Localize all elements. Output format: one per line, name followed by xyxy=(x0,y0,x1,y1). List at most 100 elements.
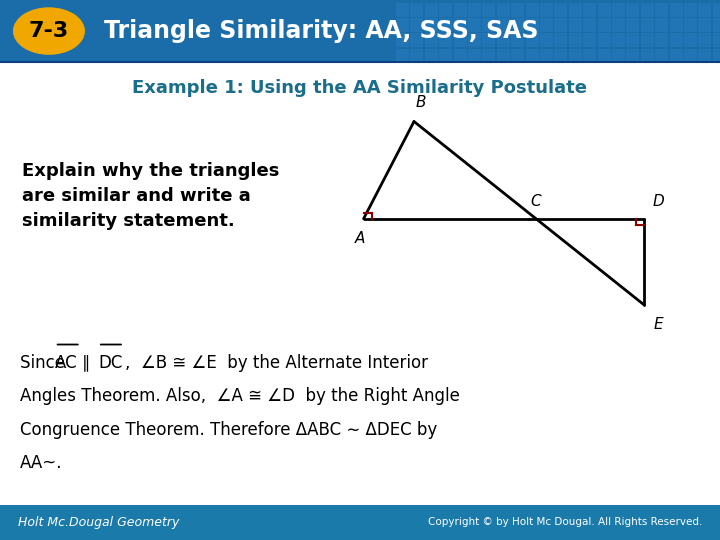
Bar xyxy=(554,18,567,32)
Bar xyxy=(526,3,539,17)
Bar xyxy=(598,33,611,47)
Bar xyxy=(684,49,697,62)
Bar xyxy=(655,3,668,17)
Bar xyxy=(670,33,683,47)
Bar xyxy=(454,33,467,47)
Bar xyxy=(468,18,481,32)
Bar xyxy=(626,3,639,17)
Bar xyxy=(698,3,711,17)
Bar xyxy=(482,49,495,62)
Bar xyxy=(612,18,625,32)
Text: Copyright © by Holt Mc Dougal. All Rights Reserved.: Copyright © by Holt Mc Dougal. All Right… xyxy=(428,517,702,528)
Bar xyxy=(655,18,668,32)
Bar xyxy=(439,33,452,47)
Bar xyxy=(626,33,639,47)
Bar xyxy=(713,33,720,47)
Bar xyxy=(655,49,668,62)
Bar xyxy=(569,18,582,32)
Bar xyxy=(396,18,409,32)
Text: Holt Mc.Dougal Geometry: Holt Mc.Dougal Geometry xyxy=(18,516,179,529)
Bar xyxy=(684,33,697,47)
Bar xyxy=(612,33,625,47)
Text: ∥: ∥ xyxy=(82,354,91,372)
Bar xyxy=(439,18,452,32)
Bar xyxy=(698,49,711,62)
Bar xyxy=(497,3,510,17)
Bar xyxy=(0,0,720,62)
Text: ,  ∠B ≅ ∠E  by the Alternate Interior: , ∠B ≅ ∠E by the Alternate Interior xyxy=(125,354,428,372)
Text: Since: Since xyxy=(20,354,71,372)
Bar xyxy=(526,18,539,32)
Text: Angles Theorem. Also,  ∠A ≅ ∠D  by the Right Angle: Angles Theorem. Also, ∠A ≅ ∠D by the Rig… xyxy=(20,387,460,405)
Bar xyxy=(396,49,409,62)
Bar xyxy=(439,49,452,62)
Text: D: D xyxy=(653,194,665,209)
Bar xyxy=(569,33,582,47)
Bar xyxy=(540,33,553,47)
Bar xyxy=(511,33,524,47)
Text: C: C xyxy=(531,194,541,209)
Bar xyxy=(569,49,582,62)
Bar xyxy=(670,3,683,17)
Bar xyxy=(454,49,467,62)
Bar xyxy=(583,18,596,32)
Bar xyxy=(698,33,711,47)
Bar xyxy=(670,18,683,32)
Bar xyxy=(713,49,720,62)
Text: E: E xyxy=(654,317,664,332)
Bar xyxy=(439,3,452,17)
Bar xyxy=(454,18,467,32)
Bar xyxy=(641,49,654,62)
Bar xyxy=(554,49,567,62)
Bar xyxy=(598,18,611,32)
Bar xyxy=(540,18,553,32)
Bar xyxy=(540,49,553,62)
Text: Triangle Similarity: AA, SSS, SAS: Triangle Similarity: AA, SSS, SAS xyxy=(104,19,539,43)
Bar xyxy=(641,18,654,32)
Bar xyxy=(482,3,495,17)
Bar xyxy=(410,18,423,32)
Bar xyxy=(511,18,524,32)
Bar xyxy=(425,3,438,17)
Bar xyxy=(410,49,423,62)
Bar xyxy=(554,3,567,17)
Bar xyxy=(583,3,596,17)
Bar xyxy=(655,33,668,47)
Bar xyxy=(713,3,720,17)
Bar xyxy=(396,3,409,17)
Bar xyxy=(396,33,409,47)
Bar xyxy=(468,3,481,17)
Text: B: B xyxy=(416,94,426,110)
Bar xyxy=(425,49,438,62)
Bar xyxy=(511,3,524,17)
Text: A: A xyxy=(355,231,365,246)
Bar xyxy=(497,49,510,62)
Bar xyxy=(598,49,611,62)
Text: Example 1: Using the AA Similarity Postulate: Example 1: Using the AA Similarity Postu… xyxy=(132,79,588,97)
Text: AC: AC xyxy=(55,354,77,372)
Bar xyxy=(468,49,481,62)
Bar xyxy=(454,3,467,17)
Bar xyxy=(511,49,524,62)
Bar xyxy=(425,18,438,32)
Bar xyxy=(526,33,539,47)
Bar xyxy=(583,33,596,47)
Bar xyxy=(713,18,720,32)
Bar xyxy=(641,33,654,47)
Bar xyxy=(670,49,683,62)
Bar xyxy=(540,3,553,17)
Bar xyxy=(554,33,567,47)
Bar xyxy=(468,33,481,47)
Bar xyxy=(684,3,697,17)
Bar xyxy=(497,18,510,32)
Bar xyxy=(612,3,625,17)
Bar xyxy=(482,18,495,32)
Bar xyxy=(410,3,423,17)
Bar xyxy=(583,49,596,62)
Ellipse shape xyxy=(13,7,85,55)
Bar xyxy=(0,505,720,540)
Bar xyxy=(641,3,654,17)
Text: Explain why the triangles
are similar and write a
similarity statement.: Explain why the triangles are similar an… xyxy=(22,162,279,230)
Bar xyxy=(598,3,611,17)
Text: AA~.: AA~. xyxy=(20,454,63,472)
